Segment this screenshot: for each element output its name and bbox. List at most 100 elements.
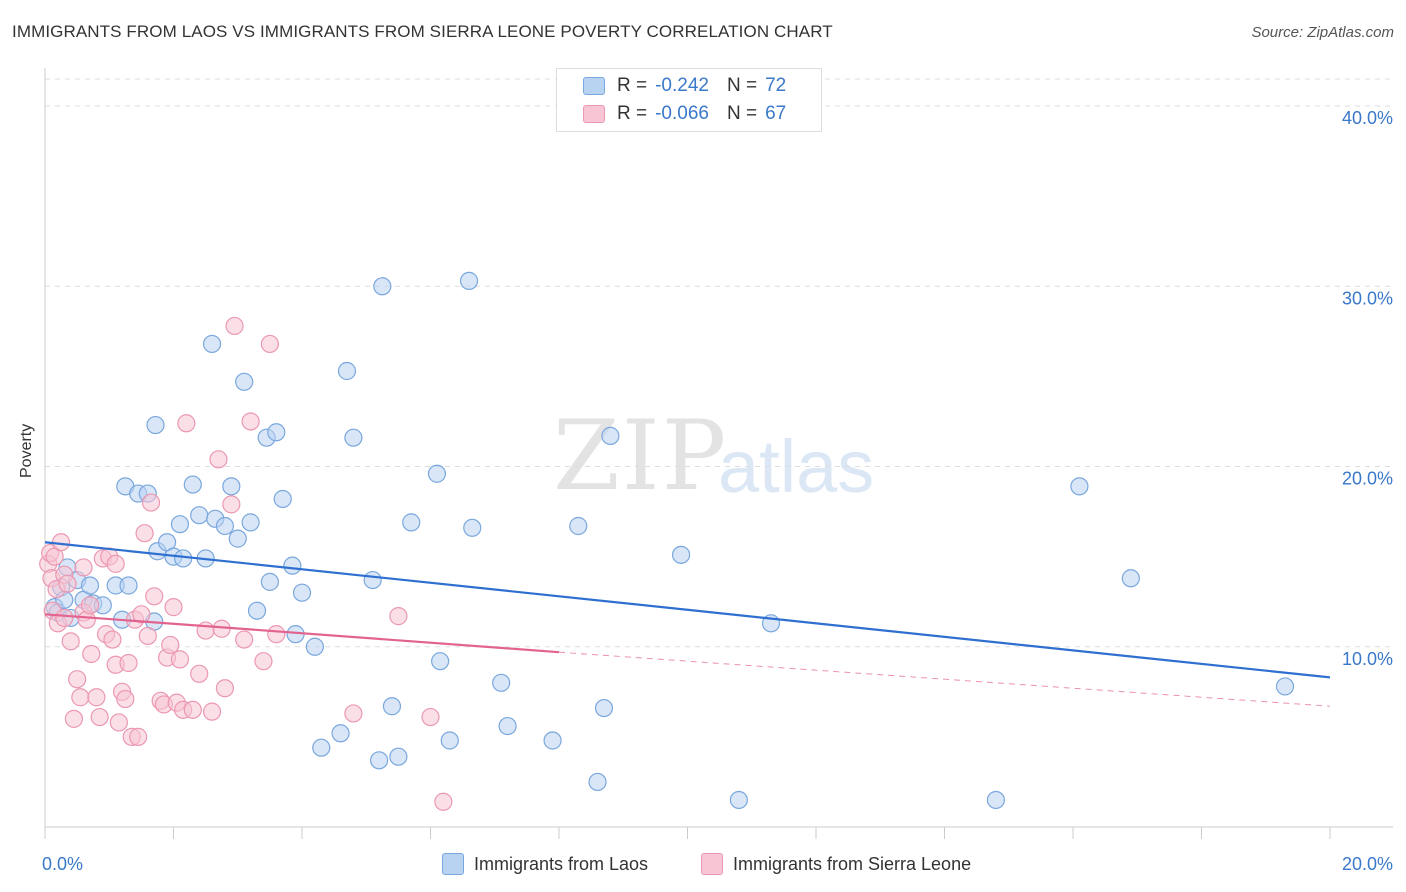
laos-point	[183, 475, 202, 494]
sierra-point	[106, 554, 125, 573]
legend-r-label: R =	[617, 75, 648, 96]
laos-point	[402, 513, 421, 532]
laos-swatch-icon	[583, 77, 605, 95]
y-tick-label: 40.0%	[1342, 108, 1393, 128]
laos-point	[305, 637, 324, 656]
laos-point	[601, 426, 620, 445]
sierra-point	[254, 652, 273, 671]
laos-point	[729, 790, 749, 810]
laos-point	[202, 334, 222, 354]
sierra-point	[222, 495, 241, 514]
sierra-point	[389, 607, 408, 626]
legend-n-value: 67	[765, 103, 787, 124]
laos-point	[119, 576, 138, 595]
laos-point	[588, 772, 607, 792]
legend-r-value: -0.242	[655, 75, 709, 96]
sierra-point	[241, 412, 260, 431]
x-tick-label-left: 0.0%	[42, 854, 83, 874]
sierra-point	[209, 450, 228, 469]
legend-row-laos: R = -0.242 N = 72	[583, 73, 786, 99]
laos-point	[363, 570, 382, 590]
sierra-point	[235, 630, 254, 649]
sierra-point	[161, 635, 180, 655]
laos-point	[146, 415, 165, 435]
laos-point	[80, 576, 100, 595]
sierra-swatch-icon	[583, 105, 605, 123]
sierra-point	[344, 704, 363, 723]
laos-point	[594, 698, 614, 718]
sierra-point	[58, 574, 77, 593]
chart-title: IMMIGRANTS FROM LAOS VS IMMIGRANTS FROM …	[12, 22, 833, 41]
sierra-trend-extension	[558, 651, 1331, 707]
sierra-point	[132, 605, 151, 624]
legend-n-value: 72	[765, 75, 787, 96]
laos-point	[228, 529, 247, 548]
sierra-point	[170, 650, 190, 669]
laos-point	[671, 545, 691, 564]
laos-point	[370, 751, 389, 770]
sierra-point	[183, 700, 202, 719]
x-tick-label-right: 20.0%	[1342, 854, 1393, 874]
laos-point	[1070, 477, 1089, 496]
sierra-point	[71, 688, 90, 707]
laos-point	[222, 477, 241, 496]
laos-point	[312, 738, 331, 757]
sierra-point	[64, 709, 84, 728]
sierra-point	[141, 493, 161, 512]
laos-point	[170, 515, 190, 534]
sierra-point	[190, 664, 209, 683]
laos-point	[463, 518, 482, 537]
watermark-zip: ZIP	[553, 400, 729, 512]
laos-point	[215, 516, 234, 536]
laos-point	[498, 716, 517, 736]
sierra-point	[55, 608, 74, 628]
sierra-point	[164, 598, 183, 617]
laos-point	[235, 372, 254, 391]
laos-legend-swatch-icon	[442, 853, 464, 875]
sierra-point	[225, 316, 244, 336]
sierra-point	[119, 653, 138, 673]
sierra-point	[129, 727, 148, 746]
bottom-legend-sierra: Immigrants from Sierra Leone	[701, 852, 971, 876]
laos-point	[292, 583, 312, 602]
laos-point	[267, 423, 286, 442]
sierra-point	[90, 707, 109, 727]
laos-point	[440, 731, 459, 750]
y-tick-label: 20.0%	[1342, 469, 1393, 489]
laos-point	[569, 516, 588, 536]
bottom-legend-laos: Immigrants from Laos	[442, 852, 648, 876]
laos-point	[1121, 569, 1140, 588]
legend-r-label: R =	[617, 103, 648, 124]
laos-point	[283, 556, 302, 575]
laos-point	[260, 572, 279, 591]
legend-r-value: -0.066	[655, 103, 709, 124]
laos-point	[986, 790, 1006, 810]
sierra-point	[82, 644, 101, 664]
sierra-point	[145, 587, 164, 606]
sierra-point	[135, 524, 154, 543]
laos-point	[247, 601, 267, 620]
sierra-legend-swatch-icon	[701, 853, 723, 875]
correlation-legend: R = -0.242 N = 72 R = -0.066 N = 67	[556, 68, 822, 132]
laos-point	[382, 697, 402, 716]
sierra-point	[68, 670, 87, 689]
sierra-point	[138, 626, 157, 646]
y-tick-label: 10.0%	[1342, 649, 1393, 669]
sierra-point	[87, 688, 106, 707]
legend-row-sierra: R = -0.066 N = 67	[583, 101, 786, 127]
sierra-trend-line	[44, 613, 560, 654]
y-tick-label: 30.0%	[1342, 288, 1393, 308]
laos-point	[331, 724, 350, 743]
legend-n-label: N =	[726, 103, 758, 124]
sierra-point	[61, 632, 80, 651]
laos-point	[459, 271, 479, 290]
laos-point	[431, 652, 450, 671]
laos-point	[389, 747, 408, 766]
bottom-legend-sierra-label: Immigrants from Sierra Leone	[733, 853, 972, 874]
sierra-point	[116, 689, 135, 709]
legend-n-label: N =	[726, 75, 758, 96]
laos-point	[241, 513, 260, 532]
laos-point	[1275, 677, 1295, 696]
sierra-point	[177, 414, 196, 433]
